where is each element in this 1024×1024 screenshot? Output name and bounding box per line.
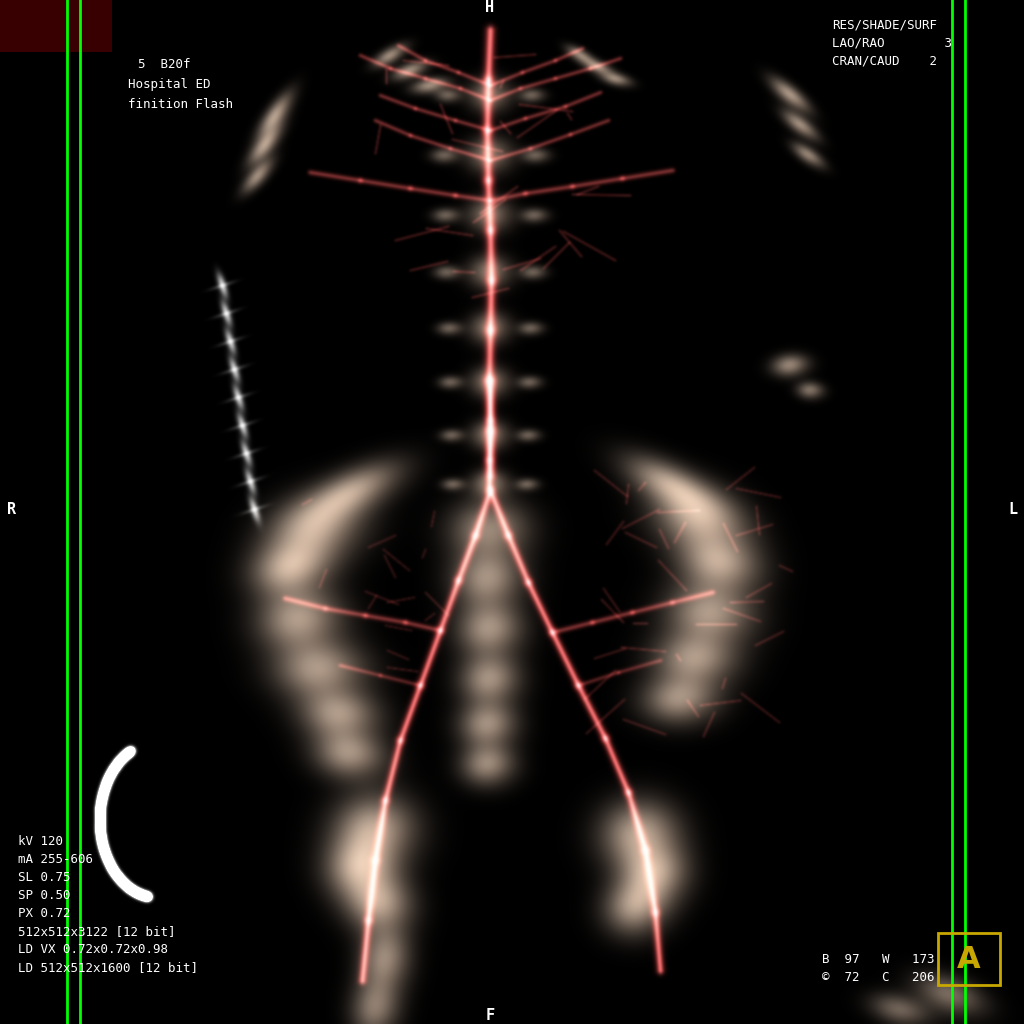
Text: B  97   W   173: B 97 W 173 — [822, 953, 935, 966]
Text: R: R — [7, 503, 16, 517]
Text: H: H — [485, 0, 495, 15]
Text: LD VX 0.72x0.72x0.98: LD VX 0.72x0.72x0.98 — [18, 943, 168, 956]
Text: Hospital ED: Hospital ED — [128, 78, 211, 91]
Text: LAO/RAO        3: LAO/RAO 3 — [831, 36, 952, 49]
Text: 5  B20f: 5 B20f — [138, 58, 190, 71]
Text: ©  72   C   206: © 72 C 206 — [822, 971, 935, 984]
Text: SL 0.75: SL 0.75 — [18, 871, 71, 884]
Bar — [938, 933, 1000, 985]
Text: mA 255-606: mA 255-606 — [18, 853, 93, 866]
Text: L: L — [1009, 503, 1018, 517]
Text: CRAN/CAUD    2: CRAN/CAUD 2 — [831, 54, 937, 67]
Text: 512x512x3122 [12 bit]: 512x512x3122 [12 bit] — [18, 925, 175, 938]
Text: finition Flash: finition Flash — [128, 98, 233, 111]
Text: A: A — [957, 944, 981, 974]
Text: PX 0.72: PX 0.72 — [18, 907, 71, 920]
Text: kV 120: kV 120 — [18, 835, 63, 848]
Text: SP 0.50: SP 0.50 — [18, 889, 71, 902]
Text: LD 512x512x1600 [12 bit]: LD 512x512x1600 [12 bit] — [18, 961, 198, 974]
Text: F: F — [485, 1008, 495, 1023]
Text: RES/SHADE/SURF: RES/SHADE/SURF — [831, 18, 937, 31]
